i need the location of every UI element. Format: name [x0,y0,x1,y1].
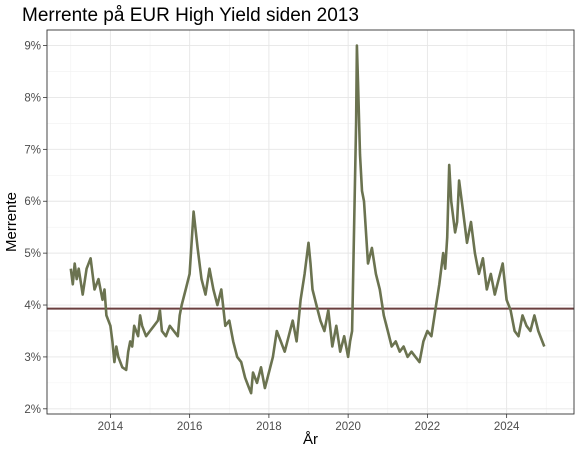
x-axis: 2014 2016 2018 2020 2022 2024 [98,414,520,433]
y-tick-label: 2% [24,404,41,416]
y-axis-label: Merrente [3,192,20,252]
y-axis: 2% 3% 4% 5% 6% 7% 8% 9% [24,41,47,416]
y-tick-label: 4% [24,300,41,312]
x-tick-label: 2014 [98,421,124,433]
panel-border [46,29,575,415]
major-gridlines [47,30,574,414]
y-tick-label: 3% [24,352,41,364]
chart-title: Merrente på EUR High Yield siden 2013 [22,5,359,26]
y-tick-label: 5% [24,248,41,260]
x-tick-label: 2020 [335,421,361,433]
x-tick-label: 2016 [177,421,203,433]
series-line [69,44,546,395]
y-tick-label: 6% [24,196,41,208]
y-tick-label: 7% [24,144,41,156]
y-tick-label: 8% [24,92,41,104]
y-tick-label: 9% [24,41,41,53]
x-tick-label: 2018 [256,421,282,433]
x-axis-label: År [303,431,318,448]
x-tick-label: 2024 [494,421,520,433]
x-tick-label: 2022 [415,421,441,433]
minor-gridlines [47,30,574,414]
